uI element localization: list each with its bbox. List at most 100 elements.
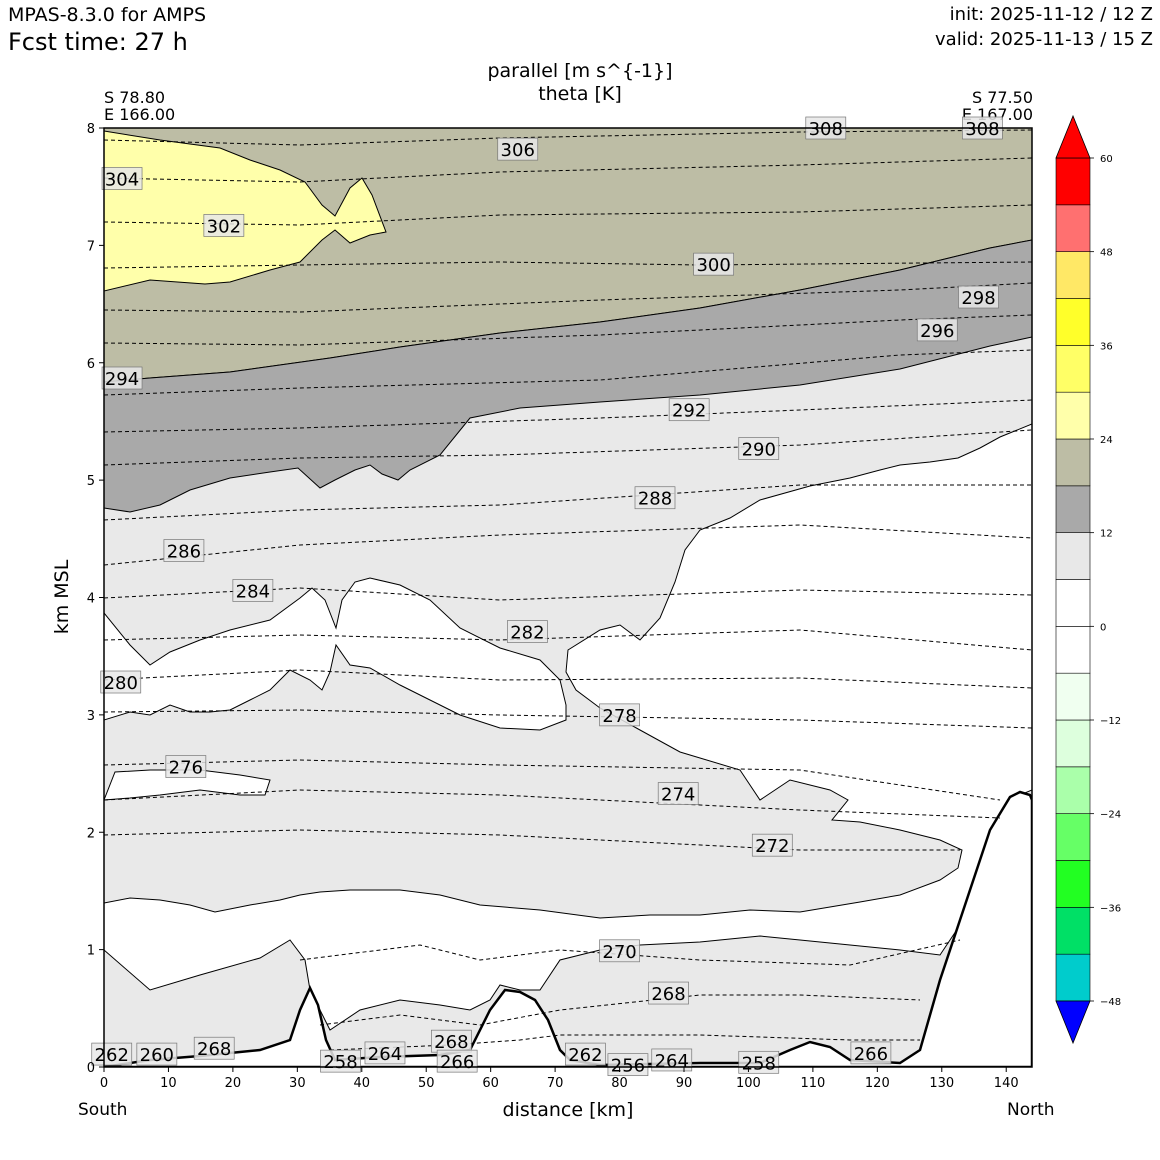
theta-label: 268	[431, 1029, 472, 1053]
theta-label-box	[651, 1048, 693, 1072]
x-tick-label: 30	[289, 1076, 306, 1091]
colorbar-bin	[1055, 391, 1091, 440]
theta-contours	[104, 129, 1032, 1051]
colorbar-bin	[1055, 532, 1091, 580]
theta-label-text: 308	[965, 119, 999, 140]
theta-label-box	[136, 1042, 178, 1066]
colorbar-bin	[1055, 204, 1091, 252]
colorbar-bin	[1055, 438, 1091, 487]
theta-label-box	[668, 398, 710, 422]
x-tick-label: 140	[994, 1076, 1019, 1091]
x-tick-label: 70	[547, 1076, 564, 1091]
theta-label: 268	[648, 981, 689, 1005]
theta-label-text: 262	[568, 1045, 602, 1066]
theta-label: 270	[599, 939, 640, 963]
theta-label: 264	[364, 1041, 406, 1065]
colorbar-bin	[1055, 766, 1091, 814]
theta-label-box	[364, 1041, 406, 1065]
theta-label-box	[693, 252, 734, 276]
theta-label: 266	[850, 1041, 892, 1065]
theta-label-text: 298	[961, 288, 995, 309]
theta-label-text: 302	[207, 216, 241, 237]
colorbar-tick-label: 36	[1100, 341, 1113, 352]
theta-line	[319, 994, 921, 1026]
colorbar-tick-label: −36	[1100, 903, 1121, 914]
shade-white-mid-left	[104, 577, 567, 731]
theta-label-box	[565, 1042, 606, 1066]
theta-label: 286	[163, 539, 205, 563]
x-tick-label: 110	[800, 1076, 825, 1091]
theta-label-text: 288	[638, 489, 672, 510]
x-axis: 0 10 20 30 40 50 60 70 80 90 100 110 120 130 140	[100, 1067, 1019, 1091]
theta-label: 304	[101, 167, 143, 190]
theta-line	[104, 829, 960, 851]
theta-label: 288	[634, 486, 676, 510]
theta-line	[104, 282, 1032, 313]
theta-label-text: 270	[602, 942, 636, 963]
chart-title-parallel: parallel [m s^{-1}]	[487, 60, 673, 82]
x-tick-label: 60	[482, 1076, 499, 1091]
theta-label-text: 306	[501, 140, 535, 161]
theta-label: 298	[958, 285, 999, 309]
theta-label-box	[165, 755, 207, 778]
theta-label-box	[634, 486, 676, 510]
theta-label: 306	[497, 137, 539, 161]
south-label: South	[78, 1100, 128, 1120]
colorbar-extend-max	[1055, 114, 1091, 159]
colorbar-bin	[1055, 719, 1091, 768]
theta-label: 260	[136, 1042, 178, 1066]
x-axis-label: distance [km]	[502, 1099, 634, 1121]
theta-label: 274	[657, 782, 699, 806]
x-tick-label: 40	[354, 1076, 371, 1091]
theta-label-box	[648, 981, 689, 1005]
theta-label: 256	[607, 1053, 649, 1077]
theta-label-box	[850, 1041, 892, 1065]
theta-label-box	[163, 539, 205, 562]
colorbar-tick-label: 48	[1100, 248, 1113, 259]
theta-label: 292	[668, 398, 710, 422]
model-title: MPAS-8.3.0 for AMPS	[8, 4, 207, 26]
theta-label-box	[738, 437, 780, 460]
x-tick-label: 80	[611, 1076, 628, 1091]
chart-title-theta: theta [K]	[538, 83, 622, 105]
theta-line	[104, 399, 1032, 433]
theta-label-box	[607, 1053, 649, 1077]
colorbar-bin	[1055, 157, 1091, 206]
theta-label-text: 280	[104, 673, 138, 694]
theta-label: 258	[738, 1050, 780, 1074]
theta-label: 290	[738, 437, 780, 460]
theta-label-text: 300	[696, 255, 730, 276]
theta-label: 296	[916, 318, 958, 342]
x-tick-label: 20	[225, 1076, 242, 1091]
theta-label: 294	[101, 366, 143, 390]
theta-label: 264	[651, 1048, 693, 1072]
colorbar: 60 48 36 24 12 0 −12 −24 −36 −48	[1055, 114, 1121, 1045]
theta-label-box	[91, 1042, 133, 1066]
theta-label-text: 258	[742, 1053, 776, 1074]
theta-line	[104, 204, 1032, 226]
y-tick-label: 1	[87, 944, 95, 959]
theta-line	[104, 157, 1032, 183]
theta-line	[299, 939, 961, 966]
theta-label-text: 268	[434, 1032, 468, 1053]
theta-label-text: 308	[809, 119, 843, 140]
x-tick-label: 0	[100, 1076, 108, 1091]
colorbar-tick-label: −24	[1100, 810, 1121, 821]
theta-label-text: 266	[854, 1044, 888, 1065]
theta-line	[104, 629, 1032, 651]
shade-white-band-left	[104, 769, 271, 801]
theta-label-text: 284	[236, 581, 270, 602]
y-tick-label: 5	[87, 474, 95, 489]
theta-label-box	[507, 620, 548, 643]
y-tick-label: 8	[87, 122, 95, 137]
y-axis: 0 1 2 3 4 5 6 7 8	[87, 122, 104, 1076]
y-tick-label: 4	[87, 592, 95, 607]
theta-line	[104, 429, 1032, 466]
theta-line	[104, 129, 1032, 146]
end-latitude: S 77.50	[971, 88, 1033, 107]
y-tick-label: 3	[87, 709, 95, 724]
x-tick-label: 120	[865, 1076, 890, 1091]
theta-label-text: 272	[755, 836, 789, 857]
theta-label: 302	[203, 214, 245, 237]
